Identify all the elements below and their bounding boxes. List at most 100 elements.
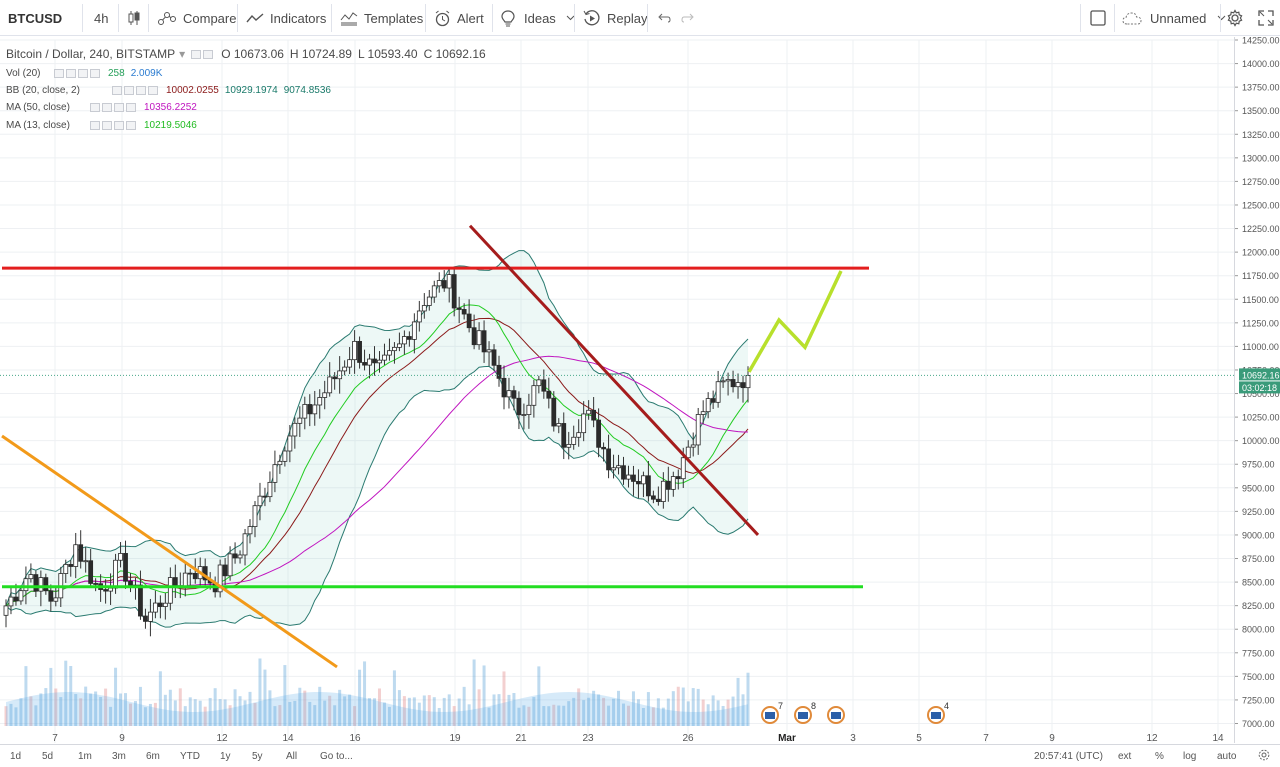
settings-button[interactable] bbox=[1226, 0, 1244, 36]
save-layout-button[interactable]: Unnamed bbox=[1122, 0, 1226, 36]
range-all[interactable]: All bbox=[286, 750, 298, 762]
eye-icon[interactable] bbox=[90, 121, 100, 130]
candle-body bbox=[162, 602, 168, 607]
volume-legend-label: Vol (20) bbox=[6, 68, 41, 79]
event-flag-body bbox=[931, 712, 941, 719]
range-1m[interactable]: 1m bbox=[78, 750, 92, 762]
price-tick-label: 7250.00 bbox=[1242, 695, 1275, 705]
volume-bar bbox=[258, 658, 262, 726]
time-tick-label: 21 bbox=[515, 733, 527, 743]
volume-bar bbox=[447, 694, 451, 726]
undo-button[interactable] bbox=[657, 0, 671, 36]
volume-bar bbox=[328, 695, 332, 726]
range-3m[interactable]: 3m bbox=[112, 750, 126, 762]
price-axis[interactable]: 14250.00 14000.00 13750.00 13500.00 13250.00… bbox=[1234, 36, 1280, 743]
time-tick-label: 14 bbox=[282, 733, 294, 743]
templates-button[interactable]: Templates bbox=[340, 0, 423, 36]
volume-bar bbox=[283, 665, 287, 726]
volume-bar bbox=[741, 694, 745, 726]
bb-upper-value: 10929.1974 bbox=[224, 85, 278, 96]
indicators-button[interactable]: Indicators bbox=[246, 0, 326, 36]
candle-body bbox=[690, 444, 696, 448]
gear-icon[interactable] bbox=[102, 103, 112, 112]
range-ytd[interactable]: YTD bbox=[180, 750, 200, 762]
fullscreen-button[interactable] bbox=[1258, 0, 1274, 36]
time-tick-label: 26 bbox=[682, 733, 694, 743]
range-5d[interactable]: 5d bbox=[42, 750, 54, 762]
candle-body bbox=[352, 340, 357, 361]
divider bbox=[118, 4, 119, 32]
close-icon[interactable] bbox=[126, 121, 136, 130]
close-icon[interactable] bbox=[148, 86, 158, 95]
alert-button[interactable]: Alert bbox=[434, 0, 484, 36]
volume-bar bbox=[626, 705, 630, 726]
ideas-button[interactable]: Ideas bbox=[501, 0, 575, 36]
plus-icon[interactable] bbox=[78, 69, 88, 78]
legend-low: L 10593.40 bbox=[357, 47, 418, 61]
moving-averages bbox=[5, 304, 749, 607]
plus-icon[interactable] bbox=[136, 86, 146, 95]
close-icon[interactable] bbox=[90, 69, 100, 78]
price-tick-label: 10250.00 bbox=[1242, 413, 1280, 423]
gear-icon[interactable] bbox=[102, 121, 112, 130]
plus-icon[interactable] bbox=[114, 103, 124, 112]
log-scale-button[interactable]: log bbox=[1183, 745, 1196, 767]
volume-bar bbox=[467, 704, 471, 726]
compare-button[interactable]: Compare bbox=[157, 0, 236, 36]
candle-body bbox=[88, 560, 94, 584]
candle-body bbox=[665, 480, 671, 490]
volume-bar bbox=[442, 697, 446, 726]
time-tick-label: 12 bbox=[1146, 733, 1158, 743]
symbol-search[interactable]: BTCUSD bbox=[8, 0, 62, 36]
gear-icon[interactable] bbox=[124, 86, 134, 95]
settings-icon[interactable] bbox=[203, 49, 214, 59]
trend-drawings bbox=[0, 224, 1234, 669]
volume-bar bbox=[377, 688, 381, 726]
candle-body bbox=[551, 397, 557, 427]
interval-button[interactable]: 4h bbox=[94, 0, 108, 36]
volume-bar bbox=[303, 690, 307, 726]
chart-style-button[interactable] bbox=[127, 0, 141, 36]
eye-icon[interactable] bbox=[90, 103, 100, 112]
range-1d[interactable]: 1d bbox=[10, 750, 22, 762]
range-5y[interactable]: 5y bbox=[252, 750, 263, 762]
price-tick-label: 14000.00 bbox=[1242, 59, 1280, 69]
candle-body bbox=[611, 467, 616, 471]
plus-icon[interactable] bbox=[114, 121, 124, 130]
volume-bar bbox=[173, 700, 177, 726]
candle-body bbox=[118, 553, 123, 561]
layout-toggle-button[interactable] bbox=[1090, 0, 1106, 36]
price-tick-label: 12500.00 bbox=[1242, 200, 1280, 210]
goto-date-button[interactable]: Go to... bbox=[320, 745, 353, 767]
volume-bar bbox=[666, 698, 670, 726]
candle-body bbox=[282, 450, 288, 462]
candle-body bbox=[626, 474, 631, 480]
event-markers: 7 8 4 bbox=[761, 701, 949, 724]
candle-body bbox=[501, 377, 507, 398]
candle-body bbox=[287, 435, 293, 452]
chevron-down-icon[interactable]: ▾ bbox=[179, 47, 186, 61]
range-1y[interactable]: 1y bbox=[220, 750, 231, 762]
percent-scale-button[interactable]: % bbox=[1155, 745, 1164, 767]
volume-bar bbox=[686, 701, 690, 726]
event-flag-body bbox=[798, 712, 808, 719]
axis-settings-button[interactable] bbox=[1258, 745, 1270, 767]
utc-clock[interactable]: 20:57:41 (UTC) bbox=[1034, 745, 1103, 767]
redo-button[interactable] bbox=[681, 0, 695, 36]
candle-body bbox=[357, 340, 362, 363]
alert-label: Alert bbox=[457, 10, 484, 26]
hide-icon[interactable] bbox=[191, 49, 202, 59]
replay-button[interactable]: Replay bbox=[583, 0, 647, 36]
gear-icon[interactable] bbox=[66, 69, 76, 78]
volume-bar bbox=[333, 705, 337, 726]
eye-icon[interactable] bbox=[112, 86, 122, 95]
auto-scale-button[interactable]: auto bbox=[1217, 745, 1236, 767]
eye-icon[interactable] bbox=[54, 69, 64, 78]
price-chart[interactable]: 7 8 4 7 9 12 14 16 19 21 23 26 Mar 3 5 7 9 12 14 bbox=[0, 37, 1280, 743]
ext-hours-button[interactable]: ext bbox=[1118, 745, 1131, 767]
candle-body bbox=[143, 615, 148, 622]
range-6m[interactable]: 6m bbox=[146, 750, 160, 762]
last-price-badge bbox=[1239, 368, 1280, 381]
volume-bar bbox=[178, 688, 182, 726]
close-icon[interactable] bbox=[126, 103, 136, 112]
